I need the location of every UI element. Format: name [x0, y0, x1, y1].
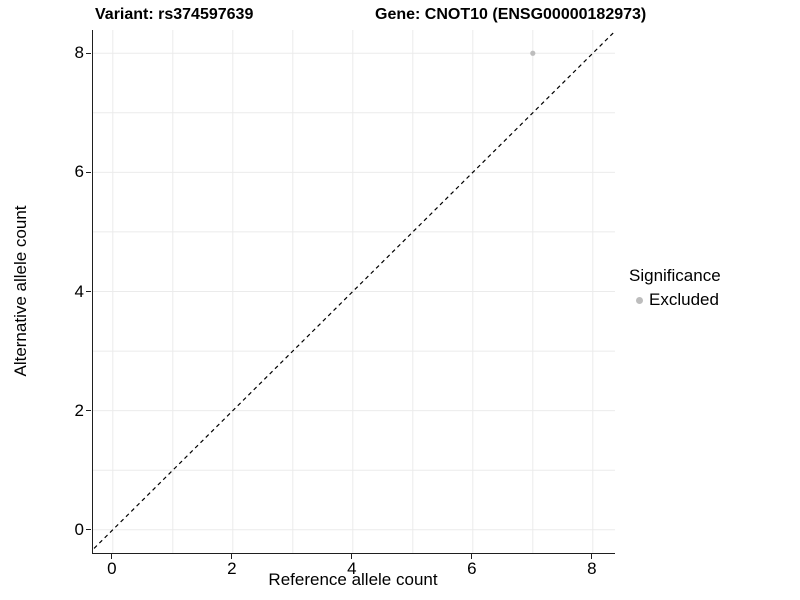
x-tick-mark	[351, 554, 353, 559]
legend: Significance Excluded	[629, 266, 721, 310]
legend-item-excluded: Excluded	[629, 290, 721, 310]
y-axis-title: Alternative allele count	[11, 205, 30, 377]
y-tick-label: 6	[74, 162, 84, 182]
y-tick-mark	[86, 171, 91, 173]
legend-title: Significance	[629, 266, 721, 285]
y-tick-mark	[86, 52, 91, 54]
x-tick-mark	[231, 554, 233, 559]
variant-title: Variant: rs374597639	[95, 6, 254, 23]
y-tick-mark	[86, 529, 91, 531]
x-tick-mark	[111, 554, 113, 559]
x-tick-label: 0	[107, 559, 117, 578]
data-point	[530, 50, 536, 56]
y-tick-mark	[86, 291, 91, 292]
x-tick-label: 6	[467, 559, 477, 578]
identity-dashed-line	[93, 30, 615, 551]
y-tick-label: 8	[74, 43, 84, 63]
excluded-point-swatch-icon	[636, 296, 643, 304]
x-tick-mark	[471, 554, 473, 559]
y-tick-mark	[86, 410, 91, 412]
y-tick-label: 0	[74, 519, 84, 539]
x-axis-title: Reference allele count	[268, 570, 438, 589]
x-tick-label: 2	[227, 559, 237, 578]
x-tick-label: 8	[587, 559, 597, 578]
gene-title: Gene: CNOT10 (ENSG00000182973)	[375, 6, 647, 23]
y-tick-label: 4	[74, 281, 84, 301]
x-tick-mark	[591, 554, 593, 559]
x-tick-label: 4	[347, 559, 357, 578]
legend-item-label: Excluded	[649, 290, 719, 309]
plot-panel	[92, 30, 615, 554]
y-tick-label: 2	[74, 400, 84, 420]
plot-canvas	[93, 30, 615, 553]
